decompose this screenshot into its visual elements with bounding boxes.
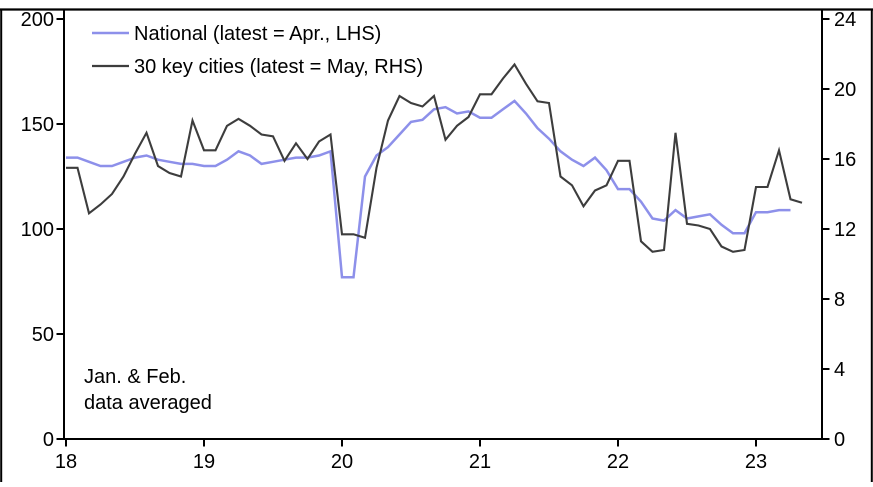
left-tick-label: 50	[32, 324, 54, 346]
x-tick-label: 19	[193, 451, 215, 473]
right-tick-label: 4	[834, 359, 845, 381]
right-tick-label: 16	[834, 149, 856, 171]
tick-labels: 0 50 100 150 200 0 4 8 12 16 20 24 18 19 20 21 22 23	[21, 9, 857, 473]
left-tick-label: 100	[21, 219, 54, 241]
figure-frame	[0, 8, 873, 482]
cities-series-line	[66, 62, 803, 253]
x-tick-label: 21	[469, 451, 491, 473]
national-series-line	[66, 99, 791, 279]
axes	[63, 9, 823, 440]
right-tick-label: 0	[834, 429, 845, 451]
annotation-line-2: data averaged	[84, 392, 212, 414]
x-tick-label: 23	[745, 451, 767, 473]
legend-label-national: National (latest = Apr., LHS)	[134, 23, 381, 45]
x-tick-label: 18	[55, 451, 77, 473]
left-tick-label: 0	[43, 429, 54, 451]
annotation-line-1: Jan. & Feb.	[84, 366, 186, 388]
legend: National (latest = Apr., LHS) 30 key cit…	[92, 23, 423, 78]
annotation-note: Jan. & Feb. data averaged	[84, 366, 212, 414]
x-tick-label: 20	[331, 451, 353, 473]
right-tick-label: 20	[834, 79, 856, 101]
right-tick-label: 8	[834, 289, 845, 311]
right-tick-label: 24	[834, 9, 856, 31]
x-tick-label: 22	[607, 451, 629, 473]
legend-label-cities: 30 key cities (latest = May, RHS)	[134, 56, 423, 78]
right-tick-label: 12	[834, 219, 856, 241]
series-lines	[66, 62, 803, 279]
left-tick-label: 150	[21, 114, 54, 136]
tick-marks	[56, 18, 830, 447]
left-tick-label: 200	[21, 9, 54, 31]
